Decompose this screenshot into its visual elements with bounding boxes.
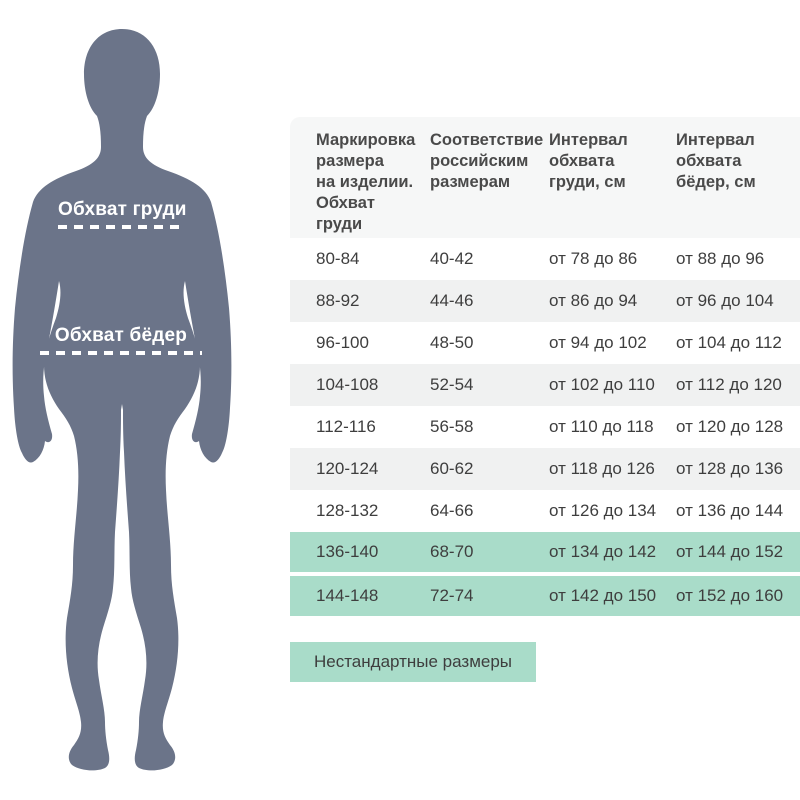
- cell-chest: от 134 до 142: [549, 542, 657, 561]
- body-figure: Обхват груди Обхват бёдер: [0, 0, 280, 800]
- table-row-nonstandard: 144-148 72-74 от 142 до 150 от 152 до 16…: [290, 576, 800, 616]
- cell-chest: от 102 до 110: [549, 375, 655, 394]
- cell-marking: 104-108: [316, 375, 379, 394]
- table-row: 120-124 60-62 от 118 до 126 от 128 до 13…: [290, 448, 800, 490]
- cell-hips: от 152 до 160: [676, 586, 784, 605]
- table-row: 104-108 52-54 от 102 до 110 от 112 до 12…: [290, 364, 800, 406]
- table-row-nonstandard: 136-140 68-70 от 134 до 142 от 144 до 15…: [290, 532, 800, 572]
- cell-russian: 72-74: [430, 586, 474, 605]
- chest-measure-label: Обхват груди: [58, 199, 187, 220]
- cell-hips: от 136 до 144: [676, 501, 784, 520]
- cell-russian: 44-46: [430, 291, 474, 310]
- cell-chest: от 94 до 102: [549, 333, 647, 352]
- cell-hips: от 128 до 136: [676, 459, 784, 478]
- cell-hips: от 112 до 120: [676, 375, 782, 394]
- cell-marking: 120-124: [316, 459, 379, 478]
- table-row: 80-84 40-42 от 78 до 86 от 88 до 96: [290, 238, 800, 280]
- cell-russian: 64-66: [430, 501, 474, 520]
- cell-chest: от 78 до 86: [549, 249, 638, 268]
- cell-hips: от 88 до 96: [676, 249, 765, 268]
- cell-chest: от 118 до 126: [549, 459, 655, 478]
- cell-russian: 56-58: [430, 417, 474, 436]
- hips-measure-label: Обхват бёдер: [54, 325, 188, 346]
- table-row: 88-92 44-46 от 86 до 94 от 96 до 104: [290, 280, 800, 322]
- cell-marking: 136-140: [316, 542, 379, 561]
- cell-chest: от 126 до 134: [549, 501, 657, 520]
- header-hips: Интервал обхвата бёдер, см: [676, 131, 756, 191]
- cell-chest: от 86 до 94: [549, 291, 638, 310]
- cell-hips: от 104 до 112: [676, 333, 782, 352]
- cell-chest: от 142 до 150: [549, 586, 657, 605]
- cell-russian: 52-54: [430, 375, 474, 394]
- table-row: 96-100 48-50 от 94 до 102 от 104 до 112: [290, 322, 800, 364]
- size-table: Маркировка размера на изделии. Обхват гр…: [290, 117, 800, 616]
- nonstandard-sizes-legend: Нестандартные размеры: [290, 642, 536, 682]
- body-silhouette: [12, 29, 232, 771]
- chest-measure-line: [58, 225, 180, 229]
- cell-marking: 88-92: [316, 291, 360, 310]
- table-header-row: Маркировка размера на изделии. Обхват гр…: [290, 117, 800, 238]
- cell-russian: 48-50: [430, 333, 474, 352]
- cell-russian: 60-62: [430, 459, 474, 478]
- table-row: 112-116 56-58 от 110 до 118 от 120 до 12…: [290, 406, 800, 448]
- table-row: 128-132 64-66 от 126 до 134 от 136 до 14…: [290, 490, 800, 532]
- cell-marking: 144-148: [316, 586, 379, 605]
- header-chest: Интервал обхвата груди, см: [549, 131, 628, 191]
- hips-measure-line: [40, 351, 202, 355]
- cell-marking: 112-116: [316, 417, 376, 436]
- cell-hips: от 96 до 104: [676, 291, 774, 310]
- cell-russian: 40-42: [430, 249, 474, 268]
- cell-hips: от 144 до 152: [676, 542, 784, 561]
- cell-russian: 68-70: [430, 542, 474, 561]
- cell-marking: 96-100: [316, 333, 369, 352]
- header-marking: Маркировка размера на изделии. Обхват гр…: [316, 131, 416, 233]
- cell-hips: от 120 до 128: [676, 417, 784, 436]
- cell-marking: 80-84: [316, 249, 360, 268]
- header-russian: Соответствие российским размерам: [430, 131, 544, 191]
- cell-marking: 128-132: [316, 501, 379, 520]
- cell-chest: от 110 до 118: [549, 417, 654, 436]
